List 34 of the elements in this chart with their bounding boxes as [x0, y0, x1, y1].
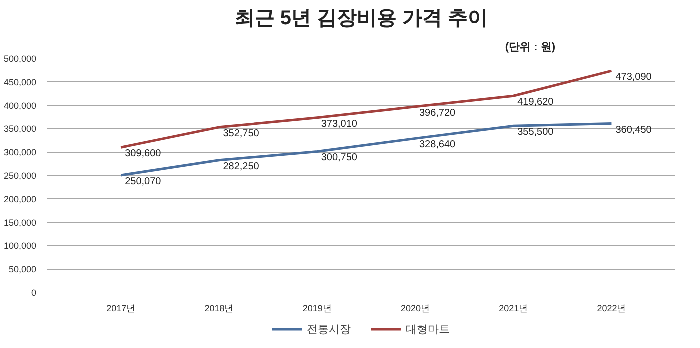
- y-tick-label: 300,000: [4, 148, 37, 158]
- data-label: 473,090: [616, 72, 652, 84]
- data-label: 355,500: [518, 127, 554, 138]
- chart-title: 최근 5년 김장비용 가격 추이: [234, 8, 488, 30]
- data-label: 352,750: [223, 128, 260, 140]
- x-tick-label: 2021년: [499, 304, 528, 314]
- y-tick-label: 400,000: [4, 100, 37, 111]
- y-tick-label: 50,000: [8, 264, 37, 275]
- x-tick-label: 2018년: [204, 304, 234, 314]
- data-label: 419,620: [518, 97, 554, 108]
- x-tick-label: 2020년: [400, 304, 430, 314]
- y-tick-label: 150,000: [4, 218, 37, 228]
- y-tick-label: 350,000: [4, 124, 37, 134]
- y-tick-label: 200,000: [4, 194, 37, 204]
- data-label: 300,750: [321, 152, 358, 164]
- data-label: 328,640: [419, 140, 456, 151]
- data-label: 373,010: [321, 118, 358, 130]
- data-label: 250,070: [125, 176, 162, 188]
- y-tick-label: 250,000: [4, 171, 37, 181]
- data-label: 360,450: [616, 124, 652, 136]
- chart-subtitle: (단위 : 원): [505, 42, 556, 54]
- legend-label: 대형마트: [406, 322, 450, 336]
- legend-label: 전통시장: [307, 322, 351, 336]
- x-tick-label: 2022년: [597, 304, 626, 314]
- x-tick-label: 2019년: [302, 304, 332, 314]
- y-tick-label: 450,000: [4, 77, 37, 88]
- y-tick-label: 500,000: [4, 54, 37, 64]
- y-tick-label: 100,000: [4, 241, 37, 252]
- data-label: 396,720: [419, 108, 456, 119]
- x-tick-label: 2017년: [106, 304, 136, 314]
- data-label: 282,250: [223, 161, 260, 172]
- line-series: [120, 70, 613, 149]
- y-tick-label: 0: [31, 288, 37, 298]
- data-label: 309,600: [125, 148, 162, 160]
